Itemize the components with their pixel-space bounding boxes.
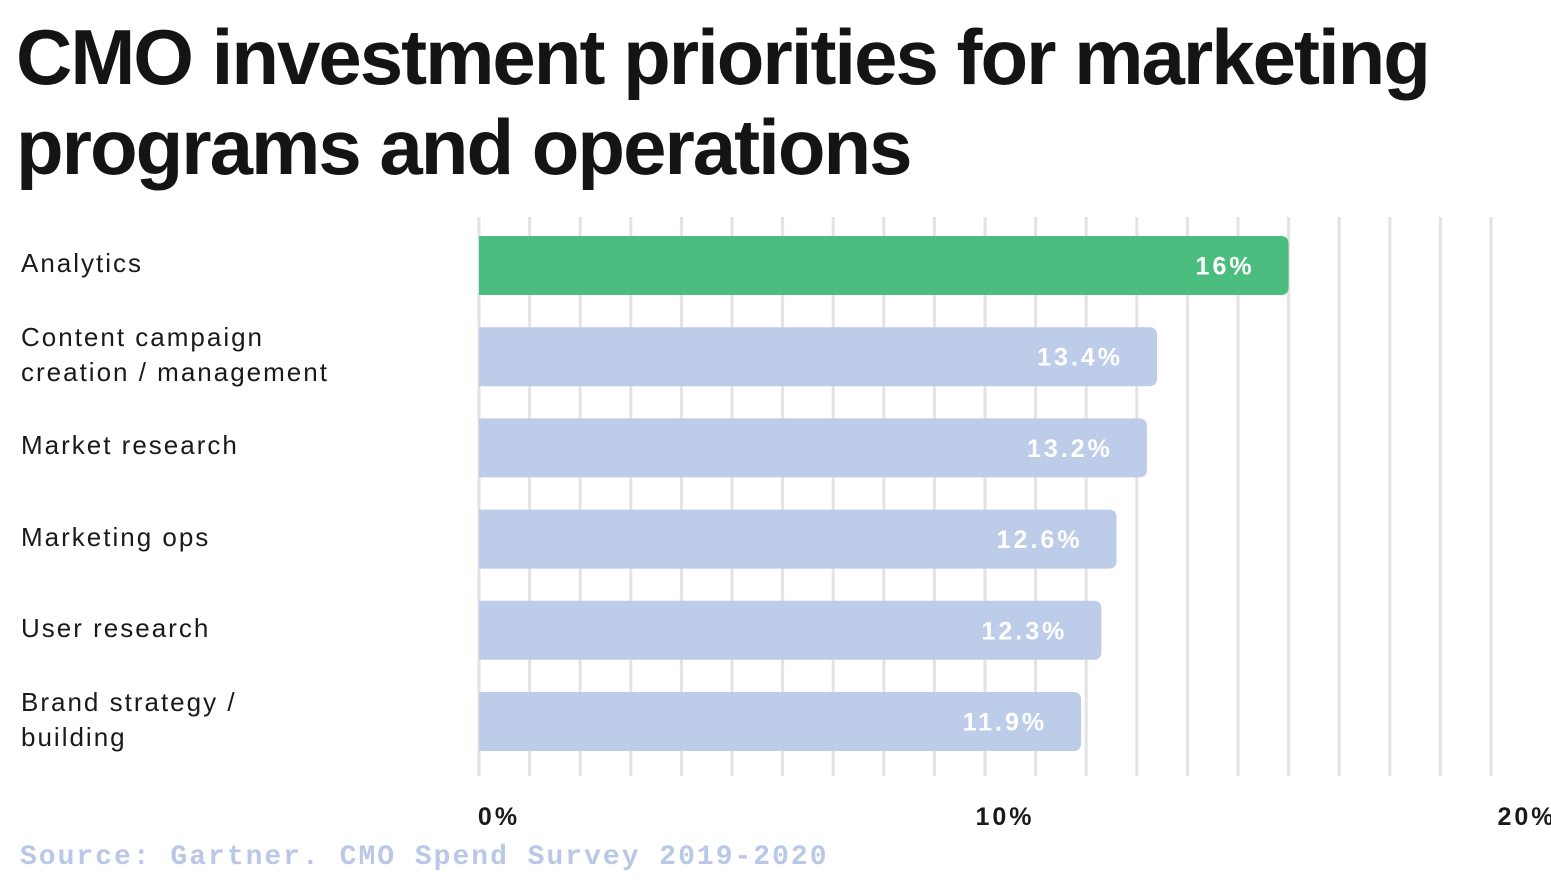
bar <box>479 692 1082 751</box>
bar <box>479 327 1158 387</box>
category-label: Marketing ops <box>21 521 211 552</box>
x-tick-label: 0% <box>478 803 520 831</box>
bar <box>479 509 1117 569</box>
bar <box>479 600 1102 660</box>
source-note: Source: Gartner. CMO Spend Survey 2019-2… <box>20 842 829 873</box>
value-label: 13.2% <box>1027 435 1113 463</box>
category-label: Market research <box>21 430 239 461</box>
value-label: 16% <box>1196 253 1255 281</box>
category-label: Content campaign creation / management <box>21 321 329 387</box>
value-label: 13.4% <box>1037 344 1123 372</box>
value-label: 12.6% <box>997 526 1083 554</box>
bar <box>479 236 1289 295</box>
category-label: Analytics <box>21 248 144 278</box>
value-label: 12.3% <box>981 617 1067 645</box>
value-label: 11.9% <box>963 709 1048 737</box>
bar <box>479 418 1147 478</box>
category-label: Brand strategy / building <box>21 686 237 752</box>
category-label: User research <box>21 612 211 643</box>
x-tick-label: 10% <box>975 803 1034 831</box>
chart-title: CMO investment priorities for marketing … <box>16 13 1431 191</box>
x-tick-label: 20% <box>1497 803 1551 831</box>
